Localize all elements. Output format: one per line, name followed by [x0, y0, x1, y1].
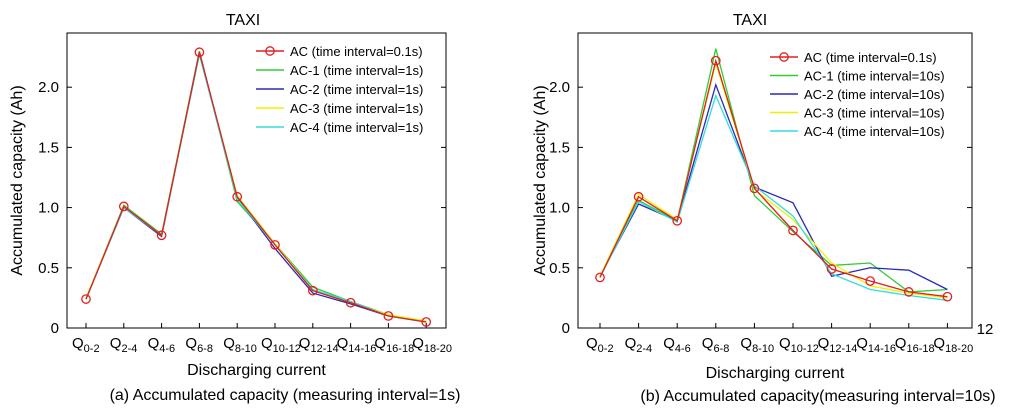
- series-point: [156, 230, 167, 241]
- legend-entry: AC-4 (time interval=10s): [804, 124, 945, 139]
- y-tick-label: 0: [562, 320, 570, 337]
- series-line-1: [599, 58, 948, 298]
- x-tick-label: Q0-2: [586, 335, 614, 355]
- x-axis-label: Discharging current: [187, 362, 326, 379]
- y-tick-label: 1.0: [549, 200, 570, 217]
- x-tick-label: Q8-10: [223, 335, 257, 355]
- legend-entry: AC-4 (time interval=1s): [290, 120, 423, 135]
- legend-entry: AC-1 (time interval=10s): [804, 69, 945, 84]
- figure-caption: (b) Accumulated capacity(measuring inter…: [640, 388, 995, 405]
- y-tick-label: 2.0: [38, 79, 59, 96]
- chart-title: TAXI: [226, 12, 260, 29]
- x-tick-label: Q16-18: [895, 335, 935, 355]
- x-tick-label: Q4-6: [148, 335, 176, 355]
- extra-label: 12: [977, 321, 994, 338]
- series-line-5: [599, 93, 948, 301]
- legend-marker: [265, 46, 275, 56]
- series-point: [788, 225, 798, 236]
- series-point: [826, 264, 837, 274]
- x-tick-label: Q12-14: [299, 335, 339, 355]
- x-tick-label: Q14-16: [856, 335, 896, 355]
- chart-title: TAXI: [733, 12, 767, 29]
- x-tick-label: Q2-4: [110, 335, 138, 355]
- series-point: [81, 294, 91, 304]
- series-point: [421, 317, 432, 327]
- y-tick-label: 0.5: [549, 260, 570, 277]
- y-tick-label: 0: [51, 320, 59, 337]
- x-tick-label: Q8-10: [740, 335, 774, 355]
- x-tick-label: Q6-8: [185, 335, 213, 355]
- x-tick-label: Q0-2: [72, 335, 100, 355]
- y-tick-label: 0.5: [38, 260, 59, 277]
- x-tick-label: Q10-12: [261, 335, 301, 355]
- series-point: [307, 285, 318, 296]
- x-tick-label: Q2-4: [625, 335, 653, 355]
- legend-entry: AC-1 (time interval=1s): [290, 63, 423, 78]
- legend: AC (time interval=0.1s) AC-1 (time interv…: [256, 44, 423, 135]
- legend-entry: AC-3 (time interval=1s): [290, 101, 423, 116]
- series-point: [232, 191, 243, 202]
- legend: AC (time interval=0.1s) AC-1 (time interv…: [770, 50, 945, 139]
- series-point: [383, 311, 394, 321]
- series-point: [270, 240, 280, 250]
- legend-entry: AC-2 (time interval=10s): [804, 87, 945, 102]
- series-point: [942, 291, 953, 302]
- series-point: [595, 272, 605, 283]
- y-tick-label: 1.0: [38, 200, 59, 217]
- legend-entry: AC-3 (time interval=10s): [804, 106, 945, 121]
- x-tick-label: Q14-16: [337, 335, 377, 355]
- series-point: [710, 55, 721, 66]
- legend-entry: AC (time interval=0.1s): [290, 44, 423, 59]
- x-tick-label: Q4-6: [663, 335, 691, 355]
- series-line-1: [85, 52, 427, 323]
- y-axis-label: Accumulated capacity (Ah): [9, 85, 26, 275]
- x-tick-label: Q16-18: [374, 335, 414, 355]
- plot-frame: [577, 32, 973, 329]
- x-tick-label: Q6-8: [702, 335, 730, 355]
- y-tick-label: 2.0: [549, 79, 570, 96]
- series-point: [865, 276, 876, 286]
- series-point: [118, 201, 129, 212]
- legend-marker: [779, 52, 789, 62]
- figure-caption: (a) Accumulated capacity (measuring inte…: [110, 387, 461, 404]
- x-tick-label: Q12-14: [818, 335, 858, 355]
- x-tick-label: Q18-20: [412, 335, 452, 355]
- series-point: [633, 191, 644, 202]
- x-tick-label: Q18-20: [933, 335, 973, 355]
- series-point: [903, 287, 914, 297]
- series-line-4: [599, 60, 948, 299]
- series-point: [672, 215, 683, 226]
- plot-frame: [66, 32, 447, 329]
- y-tick-label: 1.5: [549, 139, 570, 156]
- series-point: [194, 47, 205, 58]
- x-axis-label: Discharging current: [706, 365, 845, 382]
- series-line-2: [599, 48, 948, 293]
- y-tick-label: 1.5: [38, 139, 59, 156]
- legend-entry: AC (time interval=0.1s): [804, 50, 937, 65]
- x-tick-label: Q10-12: [779, 335, 819, 355]
- y-axis-label: Accumulated capacity (Ah): [532, 85, 549, 275]
- legend-entry: AC-2 (time interval=1s): [290, 82, 423, 97]
- series-point: [345, 297, 356, 308]
- series-point: [749, 183, 760, 194]
